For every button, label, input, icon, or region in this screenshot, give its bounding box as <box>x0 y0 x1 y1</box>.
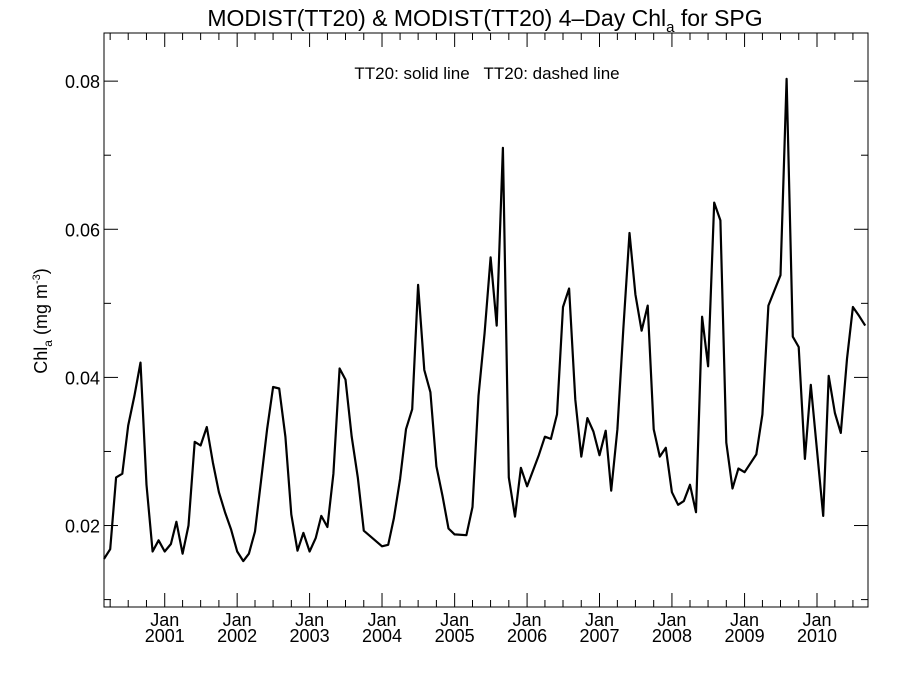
x-tick-label-year: 2009 <box>725 626 765 646</box>
x-tick-label-month: Jan <box>295 610 324 630</box>
plot-frame <box>103 32 869 608</box>
series-group <box>103 77 867 563</box>
x-tick-label-month: Jan <box>802 610 831 630</box>
x-axis-ticks: Jan2001Jan2002Jan2003Jan2004Jan2005Jan20… <box>109 33 854 646</box>
x-tick-label-month: Jan <box>585 610 614 630</box>
chart-title-subscript: a <box>666 19 675 36</box>
y-axis-label-subscript: a <box>41 340 55 347</box>
chart-title-main: MODIST(TT20) & MODIST(TT20) 4–Day Chl <box>207 5 666 31</box>
x-tick-label-year: 2008 <box>652 626 692 646</box>
y-axis-label: Chla (mg m-3) <box>31 268 55 373</box>
x-tick-label-month: Jan <box>513 610 542 630</box>
y-axis-ticks: 0.02 0.04 0.06 0.08 <box>65 72 868 601</box>
x-tick-label-month: Jan <box>730 610 759 630</box>
y-tick-label: 0.08 <box>65 72 100 92</box>
y-axis-label-superscript: -3 <box>31 274 43 284</box>
x-tick-label-year: 2002 <box>217 626 257 646</box>
x-tick-label-year: 2007 <box>579 626 619 646</box>
y-tick-label: 0.06 <box>65 220 100 240</box>
x-tick-label-year: 2003 <box>290 626 330 646</box>
chart-title: MODIST(TT20) & MODIST(TT20) 4–Day Chla f… <box>207 5 762 36</box>
x-tick-label-month: Jan <box>657 610 686 630</box>
x-tick-label-year: 2001 <box>145 626 185 646</box>
x-tick-label-year: 2005 <box>435 626 475 646</box>
y-axis-label-close: ) <box>31 268 51 274</box>
x-tick-label-month: Jan <box>223 610 252 630</box>
x-tick-label-year: 2010 <box>797 626 837 646</box>
series-line-solid <box>103 77 867 563</box>
legend-text: TT20: solid line TT20: dashed line <box>354 64 619 83</box>
x-tick-label-month: Jan <box>150 610 179 630</box>
x-tick-label-year: 2004 <box>362 626 402 646</box>
y-axis-label-unit: (mg m <box>31 284 51 340</box>
x-tick-label-month: Jan <box>368 610 397 630</box>
y-axis-label-main: Chl <box>31 347 51 374</box>
y-tick-label: 0.02 <box>65 517 100 537</box>
x-tick-label-month: Jan <box>440 610 469 630</box>
x-tick-label-year: 2006 <box>507 626 547 646</box>
chart-title-tail: for SPG <box>674 5 762 31</box>
y-tick-label: 0.04 <box>65 368 100 388</box>
